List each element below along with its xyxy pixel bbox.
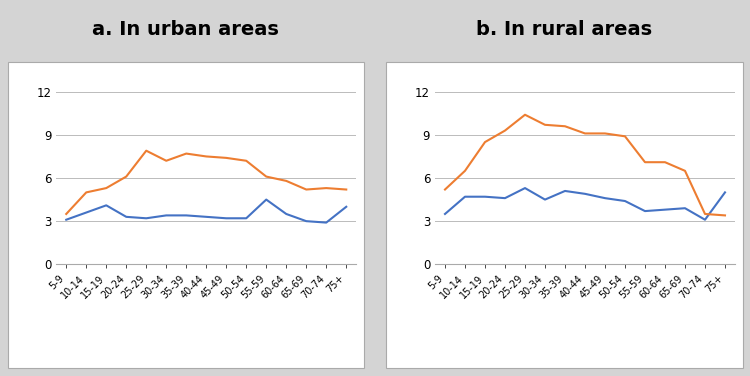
Text: b. In rural areas: b. In rural areas bbox=[476, 20, 652, 39]
Text: a. In urban areas: a. In urban areas bbox=[92, 20, 279, 39]
